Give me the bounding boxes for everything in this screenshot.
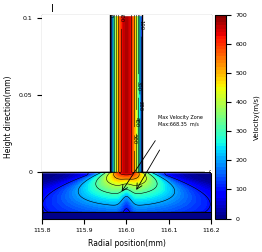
X-axis label: Radial position(mm): Radial position(mm) bbox=[88, 239, 165, 248]
Text: 300: 300 bbox=[136, 81, 141, 91]
Y-axis label: Height direction(mm): Height direction(mm) bbox=[4, 76, 13, 158]
Text: 200: 200 bbox=[137, 101, 142, 111]
Y-axis label: Velocity(m/s): Velocity(m/s) bbox=[253, 94, 259, 140]
Text: 100: 100 bbox=[139, 20, 144, 30]
Text: 0: 0 bbox=[209, 170, 212, 175]
Text: Max Velocity Zone
Max:668.35  m/s: Max Velocity Zone Max:668.35 m/s bbox=[158, 115, 203, 126]
Text: 0: 0 bbox=[41, 210, 44, 215]
Text: 0: 0 bbox=[108, 14, 113, 17]
Text: I: I bbox=[51, 4, 53, 14]
Text: 400: 400 bbox=[134, 117, 139, 127]
Text: 600: 600 bbox=[119, 12, 124, 22]
Text: 500: 500 bbox=[132, 134, 137, 144]
